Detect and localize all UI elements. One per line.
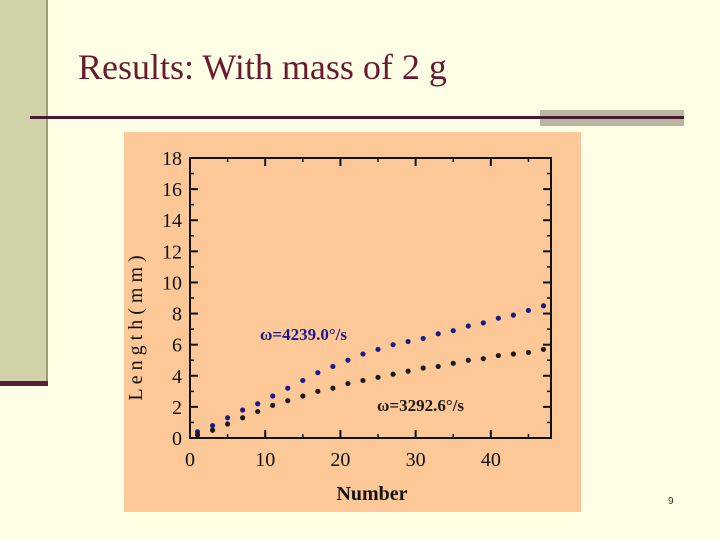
series-0-point-5 <box>270 393 276 399</box>
page-number: 9 <box>668 496 674 507</box>
length-vs-number-chart: 0 10 20 30 40 0 2 4 6 8 10 12 14 16 18 ω=4239.0°/s ω=… <box>124 132 581 512</box>
series-0-point-2 <box>225 415 231 421</box>
series-0-point-15 <box>420 335 426 342</box>
x-tick-label-3: 30 <box>406 449 426 471</box>
x-tick-label-4: 40 <box>481 449 501 471</box>
series-0-point-1 <box>209 422 216 429</box>
series-0-point-19 <box>480 320 486 326</box>
series-0-point-12 <box>375 346 381 352</box>
y-tick-label-1: 2 <box>172 397 182 419</box>
y-tick-label-4: 8 <box>172 304 182 326</box>
series-1-point-9 <box>330 385 336 391</box>
x-tick-label-1: 10 <box>255 449 275 471</box>
series-0 <box>194 303 547 435</box>
series-0-point-9 <box>330 363 336 370</box>
y-tick-label-9: 18 <box>162 148 182 170</box>
series-1-point-20 <box>495 352 501 359</box>
series-1-point-5 <box>270 402 276 408</box>
chart-container: 0 10 20 30 40 0 2 4 6 8 10 12 14 16 18 ω=4239.0°/s ω=… <box>124 132 581 512</box>
series-1-point-16 <box>435 363 441 370</box>
series-1-point-22 <box>525 349 532 356</box>
series-0-point-11 <box>360 351 366 357</box>
series-1-point-6 <box>285 398 291 404</box>
x-axis-label: Number <box>336 483 407 505</box>
x-ticks: 0 10 20 30 40 <box>185 158 530 471</box>
left-bar-accent <box>0 381 48 386</box>
series-0-point-18 <box>465 323 471 329</box>
series-1-point-12 <box>375 374 381 380</box>
series-1-point-21 <box>510 351 516 357</box>
left-decorative-bar <box>0 0 48 382</box>
series-1-point-17 <box>450 360 456 366</box>
series-label-1: ω=3292.6°/s <box>377 396 464 415</box>
series-1-point-0 <box>194 432 201 438</box>
series-1-point-23 <box>540 346 547 352</box>
series-0-point-6 <box>285 385 291 391</box>
series-0-point-10 <box>345 357 351 363</box>
series-0-point-16 <box>435 331 441 337</box>
series-0-point-21 <box>510 312 516 318</box>
series-layer <box>194 303 547 438</box>
y-ticks: 0 2 4 6 8 10 12 14 16 18 <box>162 148 551 450</box>
series-1-point-15 <box>420 365 426 371</box>
slide-title: Results: With mass of 2 g <box>78 47 447 87</box>
series-1 <box>194 346 547 438</box>
y-tick-label-0: 0 <box>172 428 182 450</box>
chart-background <box>124 132 581 512</box>
y-tick-label-7: 14 <box>162 210 182 232</box>
series-1-point-8 <box>315 388 321 394</box>
series-1-point-10 <box>345 380 351 387</box>
x-tick-label-2: 20 <box>330 449 350 471</box>
series-0-point-23 <box>540 303 547 309</box>
series-1-point-3 <box>240 415 246 421</box>
series-1-point-14 <box>405 368 411 374</box>
series-1-point-11 <box>360 377 366 384</box>
series-1-point-1 <box>209 427 216 433</box>
series-0-point-17 <box>450 328 456 334</box>
series-1-point-18 <box>465 357 471 363</box>
series-label-0: ω=4239.0°/s <box>260 325 347 344</box>
series-1-point-13 <box>390 371 396 377</box>
series-0-point-22 <box>525 307 532 314</box>
y-tick-label-3: 6 <box>172 335 182 357</box>
y-tick-label-2: 4 <box>172 366 182 388</box>
series-1-point-19 <box>480 356 486 362</box>
series-0-point-8 <box>315 370 321 376</box>
series-0-point-7 <box>300 377 306 384</box>
series-0-point-13 <box>390 342 396 348</box>
series-1-point-2 <box>225 421 231 427</box>
title-rule-block-line <box>540 116 684 119</box>
series-0-point-20 <box>495 315 501 321</box>
series-1-point-7 <box>300 393 306 399</box>
y-tick-label-6: 12 <box>162 241 182 263</box>
y-tick-label-8: 16 <box>162 179 182 201</box>
series-1-point-4 <box>255 408 261 415</box>
y-axis-label: L e n g t h ( m m ) <box>125 255 147 400</box>
y-tick-label-5: 10 <box>162 272 182 294</box>
series-0-point-4 <box>255 401 261 407</box>
title-rule <box>30 116 682 119</box>
series-0-point-3 <box>240 407 246 413</box>
x-tick-label-0: 0 <box>185 449 195 471</box>
series-0-point-14 <box>405 338 411 345</box>
